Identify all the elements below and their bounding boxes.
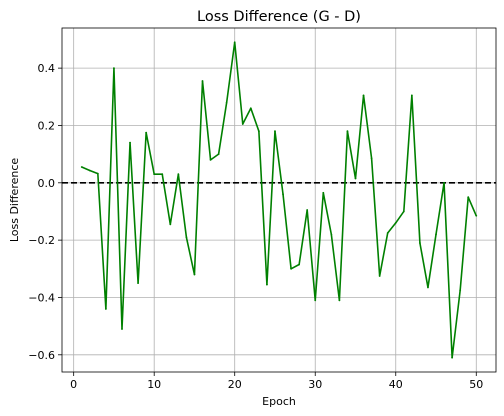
data-point bbox=[362, 94, 365, 97]
data-point bbox=[104, 308, 107, 310]
x-tick-label: 30 bbox=[308, 378, 322, 391]
data-point bbox=[113, 67, 115, 70]
data-point bbox=[419, 242, 421, 244]
data-point bbox=[201, 80, 204, 82]
data-point bbox=[96, 172, 99, 175]
data-point bbox=[435, 233, 437, 236]
data-point bbox=[88, 169, 91, 172]
data-point bbox=[241, 123, 244, 125]
y-tick-label: −0.4 bbox=[28, 291, 55, 304]
x-tick-label: 10 bbox=[147, 378, 161, 391]
data-point bbox=[346, 130, 349, 133]
x-axis-label: Epoch bbox=[262, 395, 296, 408]
x-tick-label: 50 bbox=[469, 378, 483, 391]
data-point bbox=[177, 173, 180, 176]
data-point bbox=[217, 153, 220, 156]
data-point bbox=[475, 214, 478, 217]
data-point bbox=[290, 267, 292, 270]
data-point bbox=[451, 356, 454, 359]
data-point bbox=[402, 210, 405, 213]
data-point bbox=[459, 289, 462, 292]
data-point bbox=[169, 223, 172, 226]
x-tick-label: 20 bbox=[228, 378, 242, 391]
data-point bbox=[282, 193, 284, 196]
data-point bbox=[233, 41, 236, 44]
data-point bbox=[386, 232, 389, 234]
data-point bbox=[354, 177, 357, 180]
data-point bbox=[306, 209, 309, 211]
plot-area-frame bbox=[61, 27, 497, 373]
data-point bbox=[185, 236, 188, 239]
data-point bbox=[257, 130, 260, 133]
data-point bbox=[225, 101, 228, 104]
data-point bbox=[410, 94, 413, 97]
y-tick-label: 0.4 bbox=[38, 62, 56, 75]
data-point bbox=[193, 273, 196, 276]
data-point bbox=[338, 299, 341, 302]
data-point bbox=[145, 131, 148, 134]
loss-difference-line bbox=[81, 41, 478, 359]
data-point bbox=[330, 233, 333, 236]
data-point bbox=[80, 166, 83, 168]
data-point bbox=[298, 263, 301, 266]
y-axis-label: Loss Difference bbox=[8, 158, 21, 243]
y-tick-label: 0.2 bbox=[38, 119, 56, 132]
data-point bbox=[378, 275, 381, 277]
data-point bbox=[322, 191, 325, 194]
data-point bbox=[137, 282, 139, 285]
series-layer bbox=[80, 41, 478, 359]
x-tick-label: 0 bbox=[70, 378, 77, 391]
data-point bbox=[209, 158, 212, 161]
data-point bbox=[249, 107, 252, 110]
data-point bbox=[443, 181, 445, 184]
chart-title: Loss Difference (G - D) bbox=[197, 9, 361, 25]
y-tick-label: −0.6 bbox=[28, 349, 55, 362]
data-point bbox=[314, 299, 317, 302]
data-point bbox=[394, 222, 397, 224]
x-tick-label: 40 bbox=[389, 378, 403, 391]
tick-layer: 0 10 20 30 40 50 −0.6 −0.4 −0.2 0.0 0.2 0.4 bbox=[28, 62, 483, 391]
data-point bbox=[467, 196, 470, 199]
data-point bbox=[274, 130, 276, 133]
data-point bbox=[370, 157, 373, 160]
data-point bbox=[161, 173, 164, 176]
data-point bbox=[153, 173, 156, 176]
y-tick-label: −0.2 bbox=[28, 234, 55, 247]
data-point bbox=[427, 286, 429, 289]
data-point bbox=[266, 283, 268, 286]
data-point bbox=[121, 328, 123, 330]
y-tick-label: 0.0 bbox=[38, 177, 56, 190]
data-point bbox=[129, 141, 131, 144]
